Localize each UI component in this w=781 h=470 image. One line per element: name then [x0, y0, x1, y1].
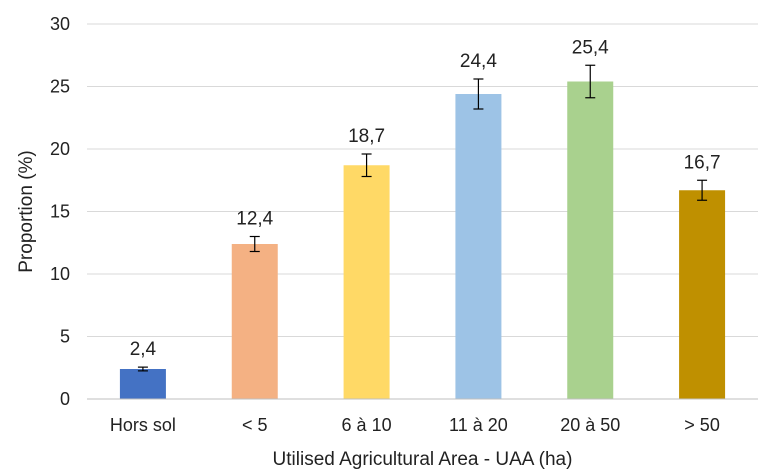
bar [343, 165, 390, 399]
y-tick-label: 20 [50, 139, 70, 159]
x-axis-ticks: Hors sol < 5 6 à 10 11 à 20 20 à 50 > 50 [110, 415, 720, 435]
data-label: 24,4 [460, 51, 497, 72]
error-bar [697, 179, 708, 201]
x-tick-label: Hors sol [110, 415, 176, 435]
gridlines [87, 23, 758, 337]
bar [231, 244, 278, 399]
y-tick-label: 10 [50, 264, 70, 284]
data-label: 2,4 [130, 339, 157, 360]
data-labels: 2,4 12,4 18,7 24,4 25,4 16,7 [130, 37, 721, 360]
x-tick-label: > 50 [684, 415, 720, 435]
y-axis-title: Proportion (%) [16, 150, 37, 273]
bar [567, 81, 614, 399]
x-tick-label: < 5 [242, 415, 268, 435]
y-tick-label: 25 [50, 77, 70, 97]
bars [119, 81, 726, 399]
y-tick-label: 0 [60, 389, 70, 409]
data-label: 12,4 [236, 209, 273, 230]
x-tick-label: 6 à 10 [342, 415, 392, 435]
error-bars [137, 64, 708, 372]
data-label: 18,7 [348, 126, 385, 147]
bar [119, 369, 166, 399]
y-tick-label: 5 [60, 327, 70, 347]
x-axis-title: Utilised Agricultural Area - UAA (ha) [273, 449, 573, 470]
x-tick-label: 20 à 50 [560, 415, 620, 435]
y-axis-ticks: 0 5 10 15 20 25 30 [50, 14, 70, 409]
error-bar [137, 366, 148, 372]
error-bar [585, 64, 596, 99]
data-label: 25,4 [572, 37, 609, 58]
error-bar [249, 235, 260, 253]
data-label: 16,7 [684, 152, 721, 173]
error-bar [361, 153, 372, 178]
bar [679, 190, 726, 399]
bar [455, 94, 502, 399]
x-tick-label: 11 à 20 [449, 415, 508, 435]
y-tick-label: 30 [50, 14, 70, 34]
error-bar [473, 78, 484, 110]
y-tick-label: 15 [50, 202, 70, 222]
